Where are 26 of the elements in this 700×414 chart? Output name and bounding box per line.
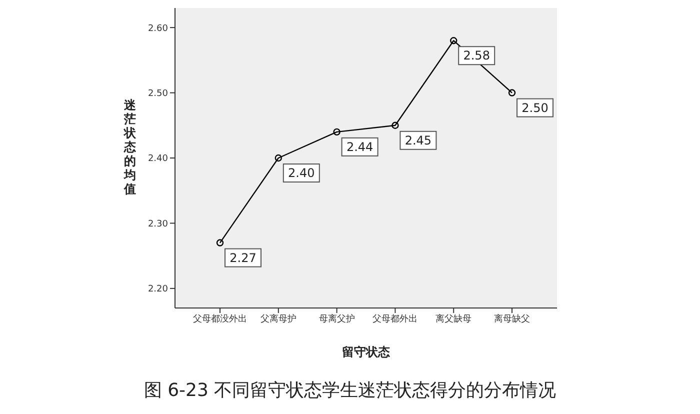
- point: [274, 154, 282, 162]
- y-tick-label: 2.60: [148, 24, 168, 34]
- text: 图 6-23 不同留守状态学生迷茫状态得分的分布情况: [142, 379, 558, 402]
- data-label: 2.27: [230, 250, 256, 265]
- x-tick-label: 父离母护: [260, 313, 296, 324]
- data-label: 2.40: [288, 166, 315, 180]
- point: [216, 239, 224, 246]
- x-tick-label: 离母缺父: [494, 313, 530, 324]
- y-tick-label: 2.30: [148, 219, 168, 230]
- data-label: 2.58: [463, 48, 490, 63]
- point: [392, 122, 399, 129]
- x-tick-label: 父母都没外出: [193, 313, 247, 324]
- point: [450, 37, 458, 44]
- y-axis-title: 迷茫状态的均值: [123, 98, 137, 196]
- data-label: 2.45: [404, 133, 432, 148]
- point: [333, 128, 340, 136]
- y-tick-label: 2.50: [148, 88, 168, 99]
- x-tick-label: 母离父护: [318, 313, 355, 324]
- data-label: 2.50: [522, 100, 548, 115]
- y-tick-label: 2.20: [148, 284, 168, 295]
- y-tick-label: 2.40: [148, 154, 168, 164]
- x-tick-label: 离父缺母: [436, 313, 472, 324]
- point: [508, 89, 516, 96]
- x-tick-label: 父母都外出: [372, 313, 418, 324]
- data-label: 2.44: [346, 140, 374, 154]
- x-axis-title: 留守状态: [342, 345, 391, 359]
